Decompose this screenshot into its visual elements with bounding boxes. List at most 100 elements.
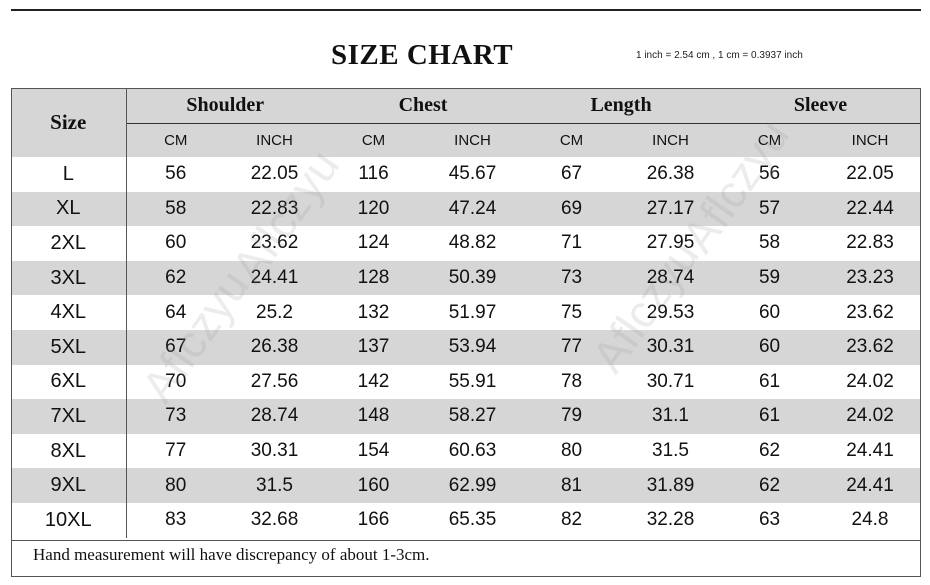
measurement-cell: 75: [560, 301, 583, 323]
measurement-cell: 60: [165, 232, 187, 254]
size-cell: 10XL: [11, 502, 127, 538]
measurement-cell: 81: [522, 468, 622, 503]
measurement-cell: 27.56: [250, 370, 299, 392]
measurement-cell: 24.41: [225, 260, 324, 296]
measurement-cell: 61: [758, 370, 781, 392]
measurement-cell: 77: [522, 329, 622, 365]
measurement-cell: 29.53: [646, 301, 695, 323]
measurement-cell: 30.31: [621, 329, 721, 365]
size-cell: 6XL: [11, 364, 127, 400]
measurement-cell: 47.24: [423, 191, 523, 227]
measurement-cell: 48.82: [448, 232, 497, 254]
table-row: 8XL 77 30.31 154 60.63 80 31.5 62 24.41: [11, 433, 921, 469]
measurement-cell: 55.91: [448, 370, 497, 392]
length-header: Length: [522, 88, 721, 124]
table-row: XL 58 22.83 120 47.24 69 27.17 57 22.44: [11, 191, 922, 227]
size-cell: 7XL: [11, 399, 127, 434]
measurement-cell: 24.02: [819, 399, 922, 434]
measurement-cell: 26.38: [225, 329, 324, 365]
top-rule: [11, 9, 921, 11]
size-cell: 8XL: [11, 433, 127, 469]
measurement-cell: 22.05: [250, 163, 299, 185]
measurement-cell: 23.23: [819, 260, 922, 296]
size-chart-document: SIZE CHART 1 inch = 2.54 cm , 1 cm = 0.3…: [11, 9, 922, 579]
measurement-cell: 32.68: [250, 509, 299, 531]
footer-note-box: Hand measurement will have discrepancy o…: [11, 539, 921, 577]
measurement-cell: 80: [126, 468, 225, 503]
measurement-cell: 63: [758, 509, 781, 531]
measurement-cell: 62: [720, 468, 820, 503]
measurement-cell: 60: [758, 301, 781, 323]
measurement-cell: 60.63: [448, 440, 497, 462]
size-cell: 3XL: [11, 260, 127, 296]
measurement-cell: 62: [758, 440, 781, 462]
measurement-cell: 50.39: [423, 260, 523, 296]
shoulder-header: Shoulder: [126, 88, 324, 124]
size-column-header: Size: [11, 88, 127, 157]
unit-header: CM: [361, 132, 386, 149]
page-title: SIZE CHART: [331, 39, 514, 71]
table-row: 5XL 67 26.38 137 53.94 77 30.31 60 23.62: [11, 329, 922, 365]
measurement-cell: 24.41: [846, 440, 894, 462]
measurement-cell: 22.44: [819, 191, 922, 227]
measurement-cell: 70: [165, 370, 187, 392]
measurement-cell: 51.97: [448, 301, 497, 323]
table-row: 4XL 64 25.2 132 51.97 75 29.53 60 23.62: [11, 295, 921, 330]
measurement-cell: 30.71: [646, 370, 695, 392]
measurement-cell: 23.62: [846, 301, 894, 323]
measurement-cell: 166: [357, 509, 390, 531]
measurement-cell: 79: [522, 399, 622, 434]
table-row: 10XL 83 32.68 166 65.35 82 32.28 63 24.8: [11, 502, 921, 538]
measurement-cell: 62: [126, 260, 225, 296]
measurement-cell: 31.1: [621, 399, 721, 434]
unit-header: INCH: [851, 132, 889, 149]
measurement-cell: 32.28: [646, 509, 695, 531]
measurement-cell: 57: [720, 191, 820, 227]
measurement-cell: 22.83: [225, 191, 324, 227]
measurement-cell: 23.62: [819, 329, 922, 365]
size-cell: 4XL: [11, 295, 127, 330]
measurement-cell: 80: [560, 440, 583, 462]
measurement-cell: 137: [324, 329, 423, 365]
measurement-cell: 61: [720, 399, 820, 434]
measurement-cell: 154: [357, 440, 390, 462]
sleeve-header: Sleeve: [720, 88, 922, 124]
table-row: L 56 22.05 116 45.67 67 26.38 56 22.05: [11, 157, 921, 192]
unit-header: INCH: [652, 132, 689, 149]
measurement-cell: 62.99: [423, 468, 523, 503]
measurement-cell: 128: [324, 260, 423, 296]
unit-header: CM: [164, 132, 188, 149]
measurement-cell: 30.31: [250, 440, 299, 462]
measurement-cell: 148: [324, 399, 423, 434]
measurement-cell: 132: [357, 301, 390, 323]
measurement-cell: 31.89: [621, 468, 721, 503]
measurement-cell: 71: [560, 232, 583, 254]
measurement-cell: 120: [324, 191, 423, 227]
size-cell: 2XL: [11, 226, 127, 261]
measurement-cell: 73: [522, 260, 622, 296]
measurement-cell: 22.05: [846, 163, 894, 185]
measurement-cell: 25.2: [256, 301, 293, 323]
measurement-cell: 27.95: [646, 232, 695, 254]
size-table: Size Shoulder Chest Length Sleeve CM INC…: [11, 88, 922, 538]
size-cell: XL: [11, 191, 127, 227]
table-row: 9XL 80 31.5 160 62.99 81 31.89 62 24.41: [11, 468, 922, 503]
measurement-cell: 82: [560, 509, 583, 531]
footer-note: Hand measurement will have discrepancy o…: [33, 545, 430, 564]
table-row: 6XL 70 27.56 142 55.91 78 30.71 61 24.02: [11, 364, 921, 400]
measurement-cell: 59: [720, 260, 820, 296]
unit-header: INCH: [256, 132, 293, 149]
conversion-note: 1 inch = 2.54 cm , 1 cm = 0.3937 inch: [636, 50, 803, 61]
measurement-cell: 45.67: [448, 163, 497, 185]
table-row: 7XL 73 28.74 148 58.27 79 31.1 61 24.02: [11, 399, 922, 434]
measurement-cell: 77: [165, 440, 187, 462]
size-cell: 9XL: [11, 468, 127, 503]
measurement-cell: 31.5: [652, 440, 689, 462]
measurement-cell: 26.38: [646, 163, 695, 185]
measurement-cell: 142: [357, 370, 390, 392]
measurement-cell: 56: [758, 163, 781, 185]
measurement-cell: 58: [126, 191, 225, 227]
measurement-cell: 53.94: [423, 329, 523, 365]
measurement-cell: 65.35: [448, 509, 497, 531]
size-cell: L: [11, 157, 127, 192]
